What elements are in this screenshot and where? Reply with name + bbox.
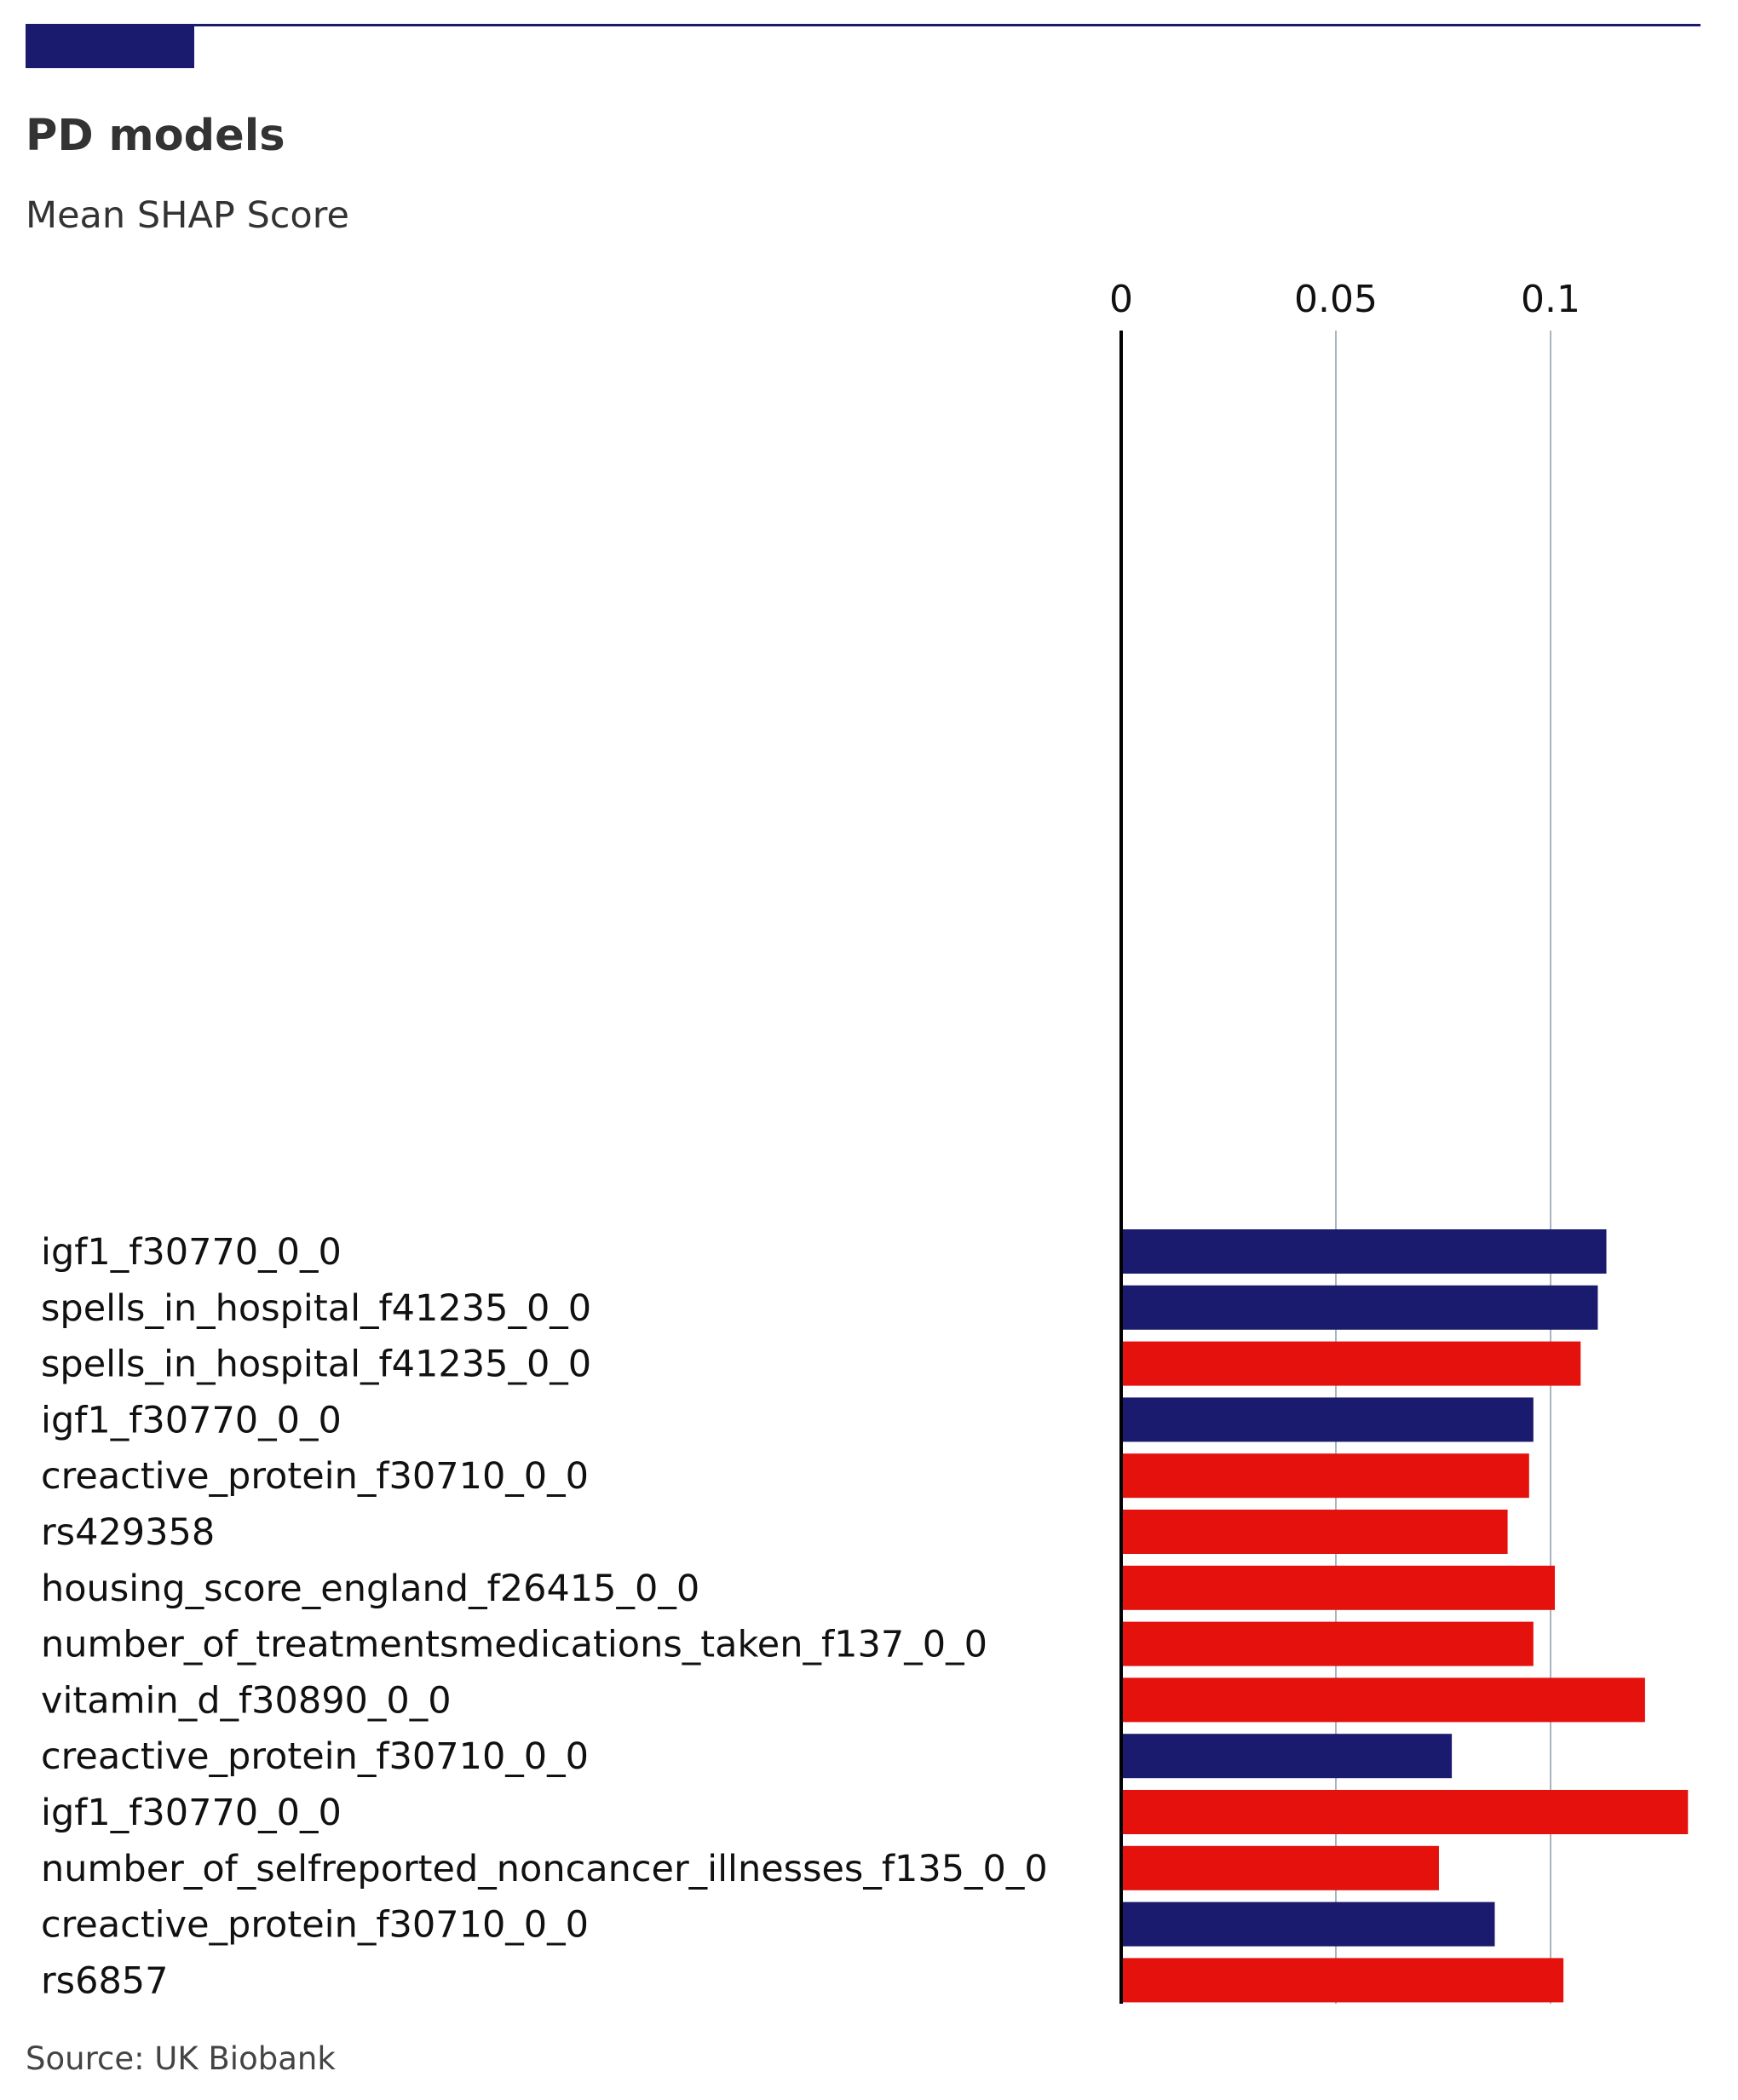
bar <box>1121 1565 1556 1610</box>
category-label: number_of_treatmentsmedications_taken_f1… <box>41 1624 987 1666</box>
category-label: igf1_f30770_0_0 <box>41 1231 342 1274</box>
bar <box>1121 1845 1439 1890</box>
header-accent-block <box>26 26 194 68</box>
category-label: number_of_selfreported_noncancer_illness… <box>41 1848 1048 1890</box>
bar <box>1121 1285 1598 1330</box>
category-label: housing_score_england_f26415_0_0 <box>41 1568 699 1610</box>
category-label: creactive_protein_f30710_0_0 <box>41 1735 589 1778</box>
bars <box>1121 1229 1689 2003</box>
x-tick-label: 0.05 <box>1294 278 1378 321</box>
category-label: spells_in_hospital_f41235_0_0 <box>41 1287 591 1330</box>
category-label: igf1_f30770_0_0 <box>41 1792 342 1834</box>
x-axis-ticks: 0 0.05 0.1 <box>1109 278 1580 321</box>
bar <box>1121 1790 1689 1834</box>
x-tick-label: 0 <box>1109 278 1133 321</box>
source-note: Source: UK Biobank <box>26 2040 336 2077</box>
category-labels: igf1_f30770_0_0 spells_in_hospital_f41235… <box>41 1231 1048 2002</box>
category-label: creactive_protein_f30710_0_0 <box>41 1904 589 1947</box>
bar <box>1121 1510 1508 1554</box>
category-label: igf1_f30770_0_0 <box>41 1399 342 1441</box>
bar <box>1121 1958 1564 2003</box>
category-label: spells_in_hospital_f41235_0_0 <box>41 1343 591 1386</box>
category-label: creactive_protein_f30710_0_0 <box>41 1455 589 1498</box>
chart-title: PD models <box>26 111 285 161</box>
top-rule <box>26 24 1701 26</box>
grid-lines <box>1335 331 1551 2004</box>
bar <box>1121 1902 1495 1947</box>
x-tick-label: 0.1 <box>1521 278 1580 321</box>
bar <box>1121 1734 1453 1779</box>
bar <box>1121 1229 1607 1274</box>
category-label: rs429358 <box>41 1511 215 1554</box>
category-label: rs6857 <box>41 1959 169 2002</box>
bar <box>1121 1677 1645 1723</box>
bar <box>1121 1397 1534 1442</box>
bar <box>1121 1453 1529 1499</box>
chart-subtitle: Mean SHAP Score <box>26 194 349 237</box>
bar <box>1121 1621 1534 1666</box>
bar <box>1121 1341 1581 1386</box>
category-label: vitamin_d_f30890_0_0 <box>41 1679 452 1722</box>
